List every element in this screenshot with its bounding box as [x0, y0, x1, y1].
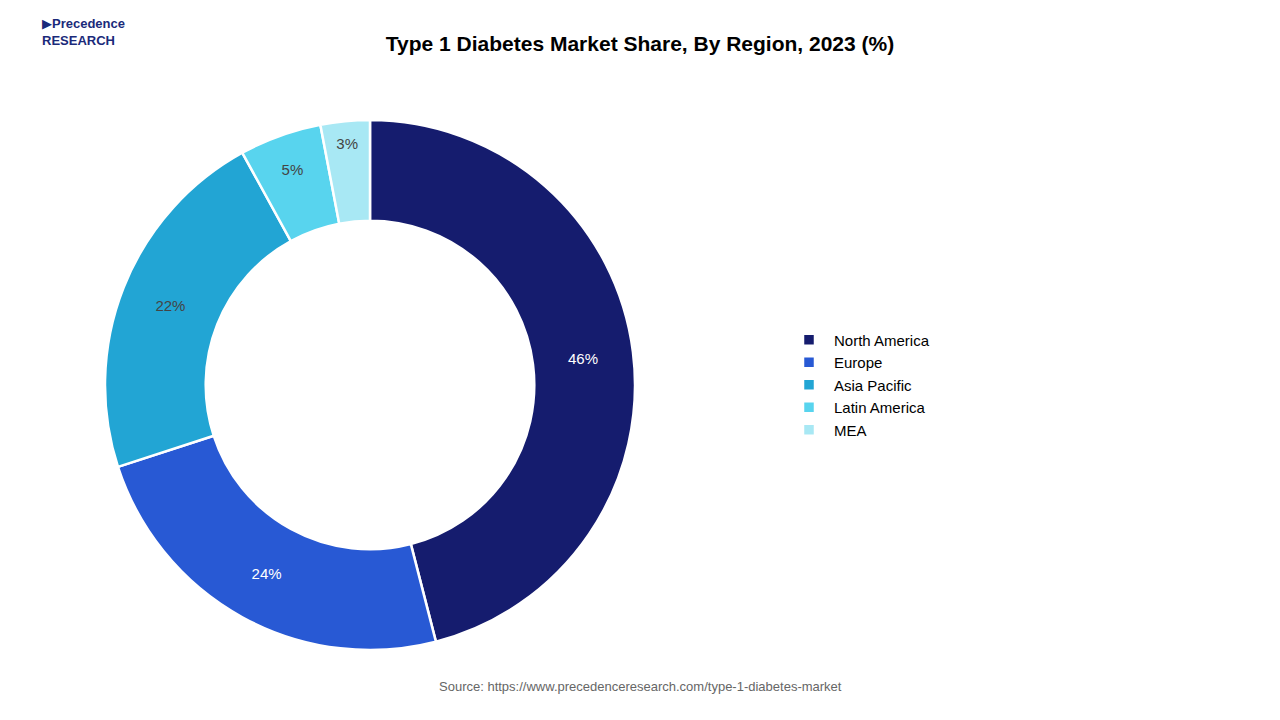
svg-text:Type 1 Diabetes Market Share,: Type 1 Diabetes Market Share, By Region,… [386, 32, 894, 55]
svg-text:MEA: MEA [834, 422, 867, 439]
svg-text:5%: 5% [282, 161, 304, 178]
svg-text:North America: North America [834, 332, 930, 349]
svg-text:3%: 3% [336, 135, 358, 152]
svg-text:Source: https://www.precedence: Source: https://www.precedenceresearch.c… [439, 679, 842, 694]
svg-text:22%: 22% [155, 297, 185, 314]
svg-text:▶PrecedenceRESEARCH: ▶PrecedenceRESEARCH [42, 16, 125, 48]
svg-text:Asia Pacific: Asia Pacific [834, 377, 912, 394]
svg-text:46%: 46% [568, 350, 598, 367]
svg-text:24%: 24% [252, 565, 282, 582]
svg-text:Europe: Europe [834, 354, 882, 371]
svg-text:Latin America: Latin America [834, 399, 926, 416]
